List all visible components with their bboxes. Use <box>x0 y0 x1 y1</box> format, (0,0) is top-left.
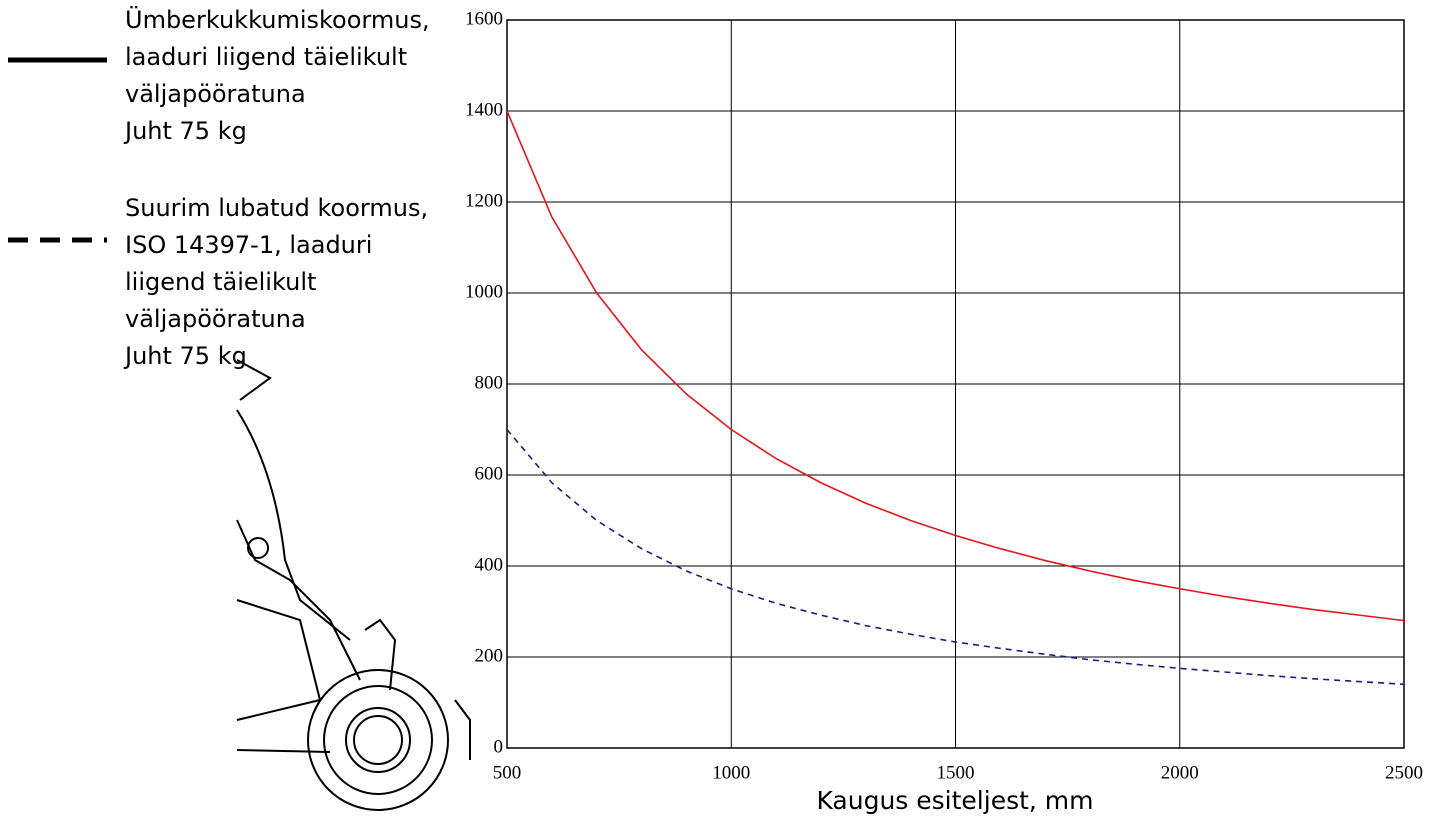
x-axis-title: Kaugus esiteljest, mm <box>816 786 1093 815</box>
y-tick-label: 400 <box>475 554 504 575</box>
x-tick-label: 2000 <box>1161 762 1199 783</box>
y-tick-label: 200 <box>475 645 504 666</box>
y-tick-label: 1200 <box>465 190 503 211</box>
x-tick-label: 1500 <box>937 762 975 783</box>
data-line <box>506 428 1405 686</box>
y-tick-label: 1000 <box>465 281 503 302</box>
y-tick-label: 0 <box>494 736 504 757</box>
y-tick-label: 1600 <box>465 8 503 29</box>
x-tick-label: 500 <box>493 762 522 783</box>
legend-label: Ümberkukkumiskoormus, laaduri liigend tä… <box>125 6 430 145</box>
y-tick-label: 600 <box>475 463 504 484</box>
data-line <box>506 110 1405 622</box>
x-tick-label: 2500 <box>1385 762 1423 783</box>
y-tick-label: 1400 <box>465 99 503 120</box>
illustration <box>236 359 471 811</box>
legend-label: Suurim lubatud koormus, ISO 14397-1, laa… <box>125 194 429 370</box>
plot-frame <box>506 19 1405 749</box>
y-tick-label: 800 <box>475 372 504 393</box>
x-tick-label: 1000 <box>712 762 750 783</box>
